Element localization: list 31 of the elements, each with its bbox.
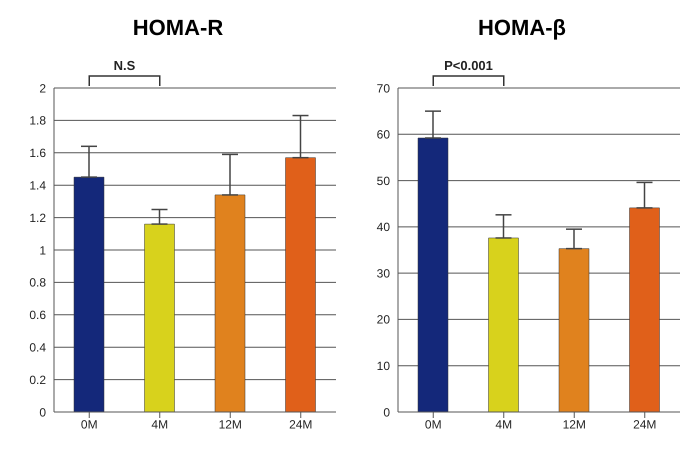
x-tick-label: 12M bbox=[562, 418, 586, 432]
y-tick-label: 70 bbox=[376, 81, 390, 96]
y-tick-label: 20 bbox=[376, 312, 390, 327]
y-tick-label: 1 bbox=[39, 243, 46, 258]
y-tick-label: 1.8 bbox=[29, 114, 46, 128]
x-tick-label: 0M bbox=[80, 418, 98, 432]
y-tick-label: 30 bbox=[376, 266, 390, 280]
chart-title: HOMA-β bbox=[477, 14, 567, 42]
x-tick-label: 24M bbox=[633, 418, 656, 432]
y-tick-label: 0.6 bbox=[29, 308, 46, 322]
y-tick-label: 0.8 bbox=[29, 276, 46, 290]
x-tick-label: 4M bbox=[151, 418, 168, 432]
text: P<0.001 bbox=[444, 58, 493, 73]
x-tick-label: 24M bbox=[289, 418, 312, 432]
y-tick-label: 10 bbox=[376, 358, 390, 373]
y-tick-label: 50 bbox=[376, 174, 390, 188]
y-tick-label: 2 bbox=[39, 81, 46, 96]
y-tick-label: 40 bbox=[376, 220, 390, 234]
x-tick-label: 0M bbox=[424, 418, 442, 432]
y-tick-label: 1.4 bbox=[29, 178, 46, 192]
y-tick-label: 1.6 bbox=[29, 146, 46, 160]
x-tick-label: 12M bbox=[218, 418, 242, 432]
y-tick-label: 60 bbox=[376, 128, 390, 142]
chart-title: HOMA-R bbox=[132, 14, 224, 42]
x-tick-label: 4M bbox=[495, 418, 512, 432]
y-tick-label: 0.4 bbox=[29, 340, 46, 354]
text: N.S bbox=[114, 58, 136, 73]
y-tick-label: 0.2 bbox=[29, 372, 46, 387]
y-tick-label: 0 bbox=[383, 405, 390, 420]
y-tick-label: 1.2 bbox=[29, 210, 46, 225]
y-tick-label: 0 bbox=[39, 405, 46, 420]
